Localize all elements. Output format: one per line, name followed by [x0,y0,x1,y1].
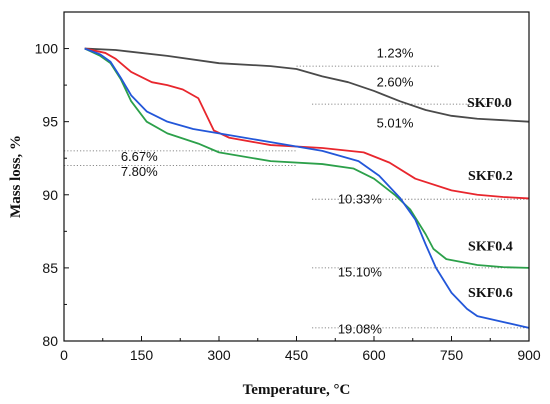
x-tick-label: 600 [362,347,386,363]
series-line-skf0-4 [84,47,530,269]
y-axis-title: Mass loss, % [8,135,24,218]
x-tick-label: 750 [440,347,464,363]
y-tick-label: 95 [42,114,58,130]
annotation-label: 19.08% [338,322,383,337]
annotations: 1.23% 2.60% 5.01% 6.67%7.80% 10.33% 15.10% 19.… [121,45,414,336]
tick-labels: 0 150 300 450 600 750 900 80 85 90 95 100 [35,41,541,363]
series-label: SKF0.4 [468,239,513,254]
annotation-label: 6.67% [121,149,158,164]
annotation-label: 7.80% [121,164,158,179]
axis-ticks [63,48,530,342]
y-tick-label: 100 [35,41,59,57]
x-tick-label: 900 [517,347,541,363]
x-axis-title: Temperature, °C [243,382,351,398]
x-tick-label: 300 [207,347,231,363]
annotation-label: 2.60% [377,75,414,90]
annotation-label: 1.23% [377,45,414,60]
annotation-label: 15.10% [338,265,383,280]
series-label: SKF0.2 [468,169,513,184]
x-tick-label: 0 [60,347,68,363]
series-label: SKF0.0 [467,96,512,111]
series-labels: SKF0.0 SKF0.2 SKF0.4 SKF0.6 [467,96,513,301]
annotation-label: 5.01% [377,116,414,131]
y-tick-label: 80 [42,333,58,349]
annotation-label: 10.33% [338,192,383,207]
series-lines [84,47,530,329]
series-line-skf0-6 [84,47,530,329]
x-tick-label: 150 [130,347,154,363]
series-label: SKF0.6 [468,286,513,301]
x-tick-label: 450 [285,347,309,363]
y-tick-label: 85 [42,260,58,276]
reference-lines [64,65,529,329]
y-tick-label: 90 [42,187,58,203]
series-line-skf0-0 [84,47,530,123]
